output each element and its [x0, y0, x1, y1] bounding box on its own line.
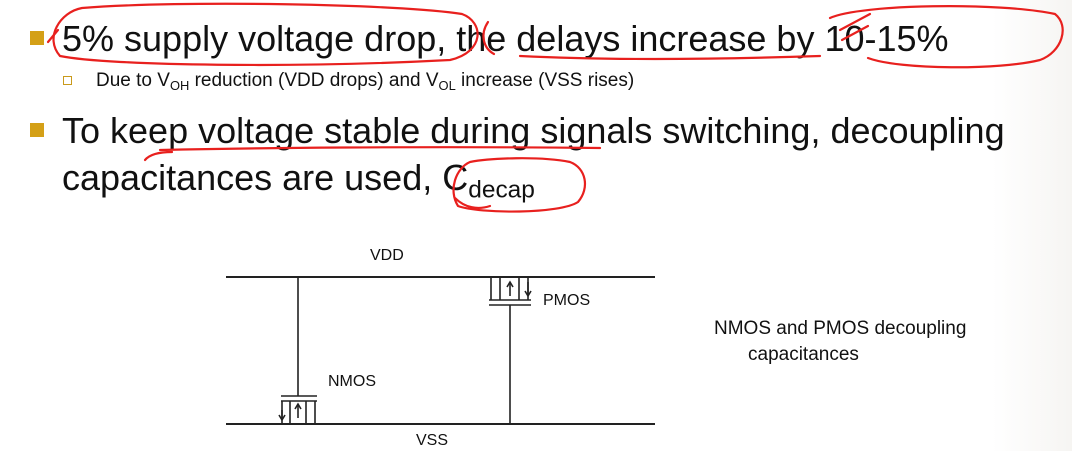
vol-subscript: OL	[438, 77, 456, 93]
annotation-underline-keep-voltage	[158, 146, 602, 152]
vdd-label: VDD	[370, 247, 404, 264]
sub-text-prefix: Due to V	[96, 70, 170, 91]
diagram-caption-line-2: capacitances	[748, 344, 859, 365]
annotation-mark	[482, 20, 496, 56]
slide-edge-shadow	[992, 0, 1072, 451]
diagram-caption-line-1: NMOS and PMOS decoupling	[714, 318, 967, 339]
red-pen-annotations	[46, 2, 1064, 213]
annotation-circle-cdecap	[452, 157, 587, 213]
annotation-circle-voltage-drop	[52, 2, 479, 67]
nmos-label: NMOS	[328, 373, 376, 390]
bullet-1-text: 5% supply voltage drop, the delays incre…	[62, 18, 949, 59]
annotation-tick	[46, 28, 60, 44]
bullet-marker	[30, 123, 44, 137]
cdecap-subscript: decap	[468, 176, 535, 204]
voh-subscript: OH	[169, 77, 190, 93]
sub-bullet-marker	[63, 76, 72, 85]
annotation-arrow-1	[838, 12, 872, 32]
bullet-2-line-1: To keep voltage stable during signals sw…	[62, 110, 1005, 151]
bullet-2-line-2: capacitances are used, Cdecap	[62, 158, 535, 210]
bullet-2-line-2-text: capacitances are used, C	[62, 157, 469, 198]
vss-label: VSS	[416, 432, 449, 449]
pmos-label: PMOS	[543, 292, 591, 309]
annotation-circle-percentage	[828, 5, 1064, 69]
sub-text-suffix: increase (VSS rises)	[455, 70, 635, 91]
pmos-capacitor	[489, 277, 532, 424]
nmos-capacitor	[278, 277, 317, 424]
annotation-arrow-2	[840, 24, 870, 42]
annotation-tail	[453, 196, 492, 209]
sub-text-middle: reduction (VDD drops) and V	[189, 70, 439, 91]
sub-bullet-text: Due to VOH reduction (VDD drops) and VOL…	[96, 70, 634, 97]
annotation-underline-delays	[518, 54, 822, 61]
annotation-hook	[143, 150, 174, 162]
bullet-marker	[30, 31, 44, 45]
